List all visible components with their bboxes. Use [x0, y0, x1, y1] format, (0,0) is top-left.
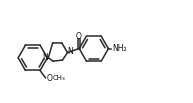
Text: N: N [67, 47, 73, 56]
Text: CH₃: CH₃ [52, 75, 65, 81]
Text: O: O [46, 74, 52, 83]
Text: O: O [76, 32, 82, 41]
Text: N: N [42, 53, 48, 62]
Text: NH₂: NH₂ [112, 44, 126, 53]
